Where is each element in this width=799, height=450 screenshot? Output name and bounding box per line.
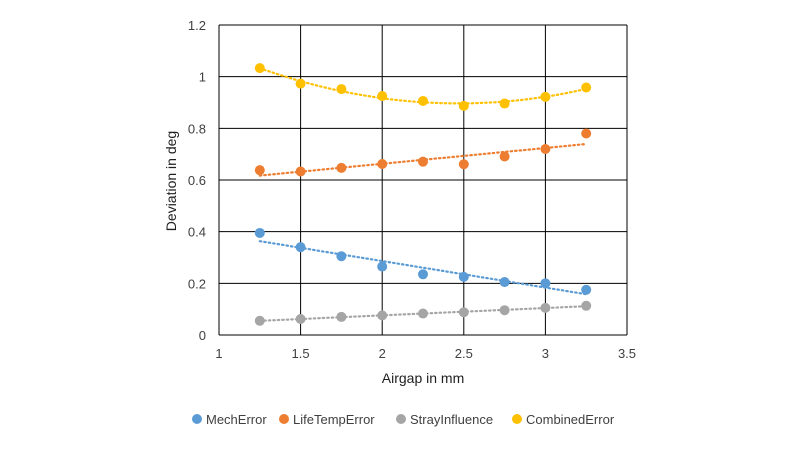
point-strayinfluence — [295, 313, 306, 324]
point-strayinfluence — [499, 305, 510, 316]
point-strayinfluence — [581, 300, 592, 311]
data-points — [254, 63, 592, 326]
legend-label-strayinfluence: StrayInfluence — [410, 412, 493, 427]
point-lifetemperror — [336, 162, 347, 173]
x-tick-label: 1.5 — [292, 346, 310, 361]
x-tick-label: 2 — [379, 346, 386, 361]
y-tick-label: 0.8 — [188, 121, 206, 136]
point-combinederror — [540, 91, 551, 102]
x-tick-label: 3.5 — [618, 346, 636, 361]
trendline-mecherror — [258, 240, 588, 296]
point-combinederror — [336, 84, 347, 95]
point-combinederror — [377, 91, 388, 102]
point-mecherror — [499, 277, 510, 288]
point-strayinfluence — [254, 315, 265, 326]
point-lifetemperror — [458, 159, 469, 170]
legend-marker-mecherror — [192, 414, 202, 424]
legend: MechError LifeTempError StrayInfluence Comb… — [192, 412, 615, 427]
point-strayinfluence — [336, 311, 347, 322]
x-tick-labels: 1 1.5 2 2.5 3 3.5 — [215, 346, 636, 361]
y-tick-label: 0.4 — [188, 225, 206, 240]
point-strayinfluence — [458, 307, 469, 318]
point-mecherror — [581, 284, 592, 295]
y-tick-label: 0 — [199, 328, 206, 343]
point-strayinfluence — [377, 310, 388, 321]
point-combinederror — [295, 78, 306, 89]
y-axis-title: Deviation in deg — [163, 131, 179, 231]
legend-marker-combinederror — [512, 414, 522, 424]
legend-label-lifetemperror: LifeTempError — [293, 412, 375, 427]
grid-lines — [218, 24, 628, 336]
legend-label-combinederror: CombinedError — [526, 412, 615, 427]
point-combinederror — [581, 82, 592, 93]
point-mecherror — [295, 242, 306, 253]
point-lifetemperror — [581, 128, 592, 139]
point-lifetemperror — [254, 165, 265, 176]
point-mecherror — [418, 269, 428, 280]
x-tick-label: 1 — [215, 346, 222, 361]
y-tick-label: 1 — [199, 70, 206, 85]
point-lifetemperror — [499, 151, 510, 162]
point-strayinfluence — [418, 308, 428, 319]
x-axis-title: Airgap in mm — [382, 370, 464, 386]
point-combinederror — [418, 95, 428, 106]
point-combinederror — [458, 100, 469, 111]
x-tick-label: 2.5 — [455, 346, 473, 361]
point-mecherror — [254, 227, 265, 238]
legend-marker-strayinfluence — [396, 414, 406, 424]
point-lifetemperror — [377, 158, 388, 169]
y-tick-labels: 0 0.2 0.4 0.6 0.8 1 1.2 — [188, 18, 206, 343]
legend-marker-lifetemperror — [279, 414, 289, 424]
point-lifetemperror — [540, 144, 551, 154]
point-combinederror — [499, 98, 510, 109]
x-tick-label: 3 — [542, 346, 549, 361]
point-lifetemperror — [295, 166, 306, 177]
point-mecherror — [336, 251, 347, 262]
y-tick-label: 0.2 — [188, 276, 206, 291]
y-tick-label: 0.6 — [188, 173, 206, 188]
y-tick-label: 1.2 — [188, 18, 206, 33]
point-strayinfluence — [540, 302, 551, 313]
point-mecherror — [458, 271, 469, 282]
point-mecherror — [540, 278, 551, 289]
point-mecherror — [377, 261, 388, 272]
point-lifetemperror — [418, 156, 428, 167]
point-combinederror — [254, 63, 265, 74]
legend-label-mecherror: MechError — [206, 412, 267, 427]
